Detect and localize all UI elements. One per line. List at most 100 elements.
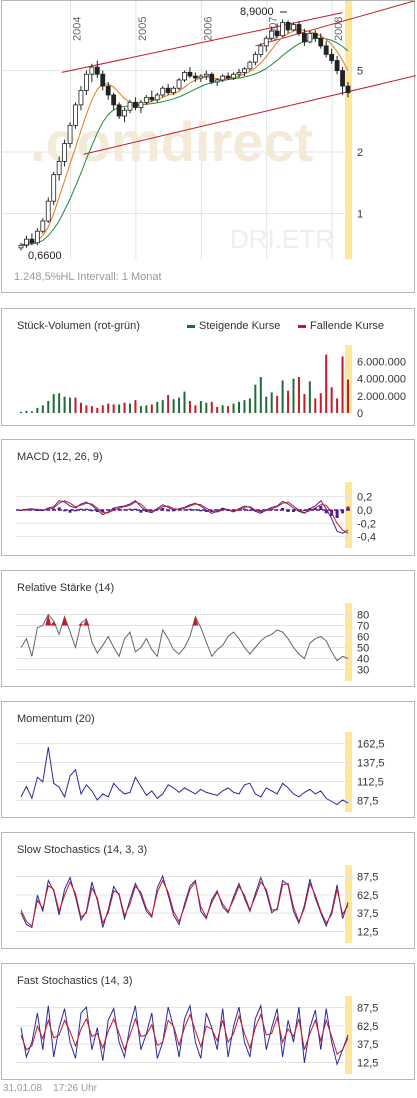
candle-body <box>84 73 89 91</box>
volume-bar-rising <box>243 400 246 413</box>
slow-stochastics-panel: 87,5 62,5 37,5 12,5 Slow Stochastics (14, 3… <box>1 832 415 949</box>
volume-bar-rising <box>25 410 28 413</box>
candle-body <box>62 143 67 162</box>
indicator-tick-label: 80 <box>357 610 369 622</box>
timestamp: 31.01.08 17:26 Uhr <box>3 1083 97 1094</box>
volume-bar-rising <box>265 396 268 413</box>
macd-histogram-bar <box>199 510 203 512</box>
current-period-highlight <box>345 482 352 548</box>
min-value-label: 0,6600 <box>28 250 62 262</box>
overbought-marker <box>77 623 84 626</box>
fast-stochastics-title: Fast Stochastics (14, 3) <box>17 975 133 987</box>
series-line <box>20 499 349 534</box>
candle-body <box>242 68 247 73</box>
candle-body <box>340 70 345 87</box>
candle-body <box>269 30 275 39</box>
macd-histogram-bar <box>84 508 88 510</box>
candle-body <box>220 75 226 81</box>
volume-bar-rising <box>52 394 55 413</box>
overbought-marker <box>61 616 68 626</box>
volume-bar-rising <box>270 392 273 413</box>
candle-body <box>231 73 236 79</box>
legend-rising-label: Steigende Kurse <box>199 320 281 332</box>
candle-body <box>160 87 166 96</box>
current-period-highlight <box>345 996 352 1074</box>
candle-body <box>40 220 46 232</box>
candle-body <box>73 104 78 126</box>
candle-body <box>214 79 220 83</box>
year-label: 2005 <box>137 17 149 41</box>
macd-histogram-bar <box>281 508 285 510</box>
volume-bar-rising <box>248 398 251 413</box>
volume-bar-falling <box>330 387 333 413</box>
price-tick-label: 5 <box>357 66 363 78</box>
candle-body <box>225 75 231 79</box>
series-line <box>20 874 349 929</box>
volume-bar-rising <box>221 405 224 413</box>
volume-bar-rising <box>172 399 175 413</box>
current-period-highlight <box>345 603 352 681</box>
candle-body <box>182 71 187 81</box>
indicator-tick-label: 162,5 <box>357 739 385 751</box>
overbought-marker <box>45 614 52 626</box>
candle-body <box>192 75 198 79</box>
indicator-tick-label: 62,5 <box>357 1021 378 1033</box>
macd-title: MACD (12, 26, 9) <box>17 451 103 463</box>
macd-histogram-bar <box>221 508 225 510</box>
volume-bar-rising <box>281 380 284 413</box>
macd-histogram-bar <box>335 510 339 518</box>
candle-body <box>247 61 253 70</box>
volume-tick-label: 4.000.000 <box>357 374 406 386</box>
macd-histogram-bar <box>313 508 317 510</box>
volume-bar-falling <box>319 393 322 413</box>
indicator-tick-label: 137,5 <box>357 758 385 770</box>
macd-histogram-bar <box>68 510 72 513</box>
macd-histogram-bar <box>292 510 295 512</box>
volume-bar-rising <box>118 404 121 413</box>
volume-bar-falling <box>194 405 197 413</box>
candle-body <box>94 66 100 75</box>
macd-histogram-bar <box>57 507 61 510</box>
volume-bar-falling <box>96 407 99 413</box>
overbought-marker <box>192 616 199 626</box>
candle-body <box>236 71 242 75</box>
candle-body <box>34 230 40 244</box>
indicator-tick-label: -0,4 <box>357 532 376 544</box>
macd-histogram-bar <box>79 508 83 510</box>
candle-body <box>138 101 144 108</box>
volume-bar-falling <box>314 398 317 413</box>
volume-tick-label: 2.000.000 <box>357 391 406 403</box>
series-line <box>20 1003 349 1066</box>
current-period-highlight <box>345 345 352 413</box>
candle-body <box>345 85 351 94</box>
candle-body <box>291 24 296 31</box>
candle-body <box>29 238 35 244</box>
indicator-tick-label: 12,5 <box>357 1058 378 1070</box>
volume-bar-falling <box>227 406 230 413</box>
momentum-chart: 162,5 137,5 112,5 87,5 <box>16 732 385 812</box>
indicator-tick-label: 112,5 <box>357 776 384 788</box>
candle-body <box>301 32 307 43</box>
candle-body <box>318 37 324 47</box>
volume-bar-falling <box>210 401 213 413</box>
indicator-tick-label: -0,2 <box>357 518 376 530</box>
indicator-tick-label: 37,5 <box>357 908 378 920</box>
macd-chart: 0,20,0-0,2 -0,4 <box>16 482 376 548</box>
volume-bar-falling <box>79 402 82 413</box>
max-value-label: 8,9000 <box>240 6 274 18</box>
overbought-marker <box>83 618 90 626</box>
candle-body <box>263 37 269 47</box>
candle-body <box>307 32 313 43</box>
macd-histogram-bar <box>101 510 105 512</box>
candle-body <box>89 66 95 75</box>
indicator-tick-label: 30 <box>357 665 369 677</box>
slow-stochastics-title: Slow Stochastics (14, 3, 3) <box>17 844 148 856</box>
candle-body <box>116 104 122 117</box>
volume-bar-falling <box>150 404 153 413</box>
candle-body <box>187 71 193 77</box>
macd-histogram-bar <box>161 508 165 510</box>
year-label: 2004 <box>72 17 84 41</box>
macd-histogram-bar <box>74 510 77 512</box>
moving-average-fast <box>20 28 349 246</box>
